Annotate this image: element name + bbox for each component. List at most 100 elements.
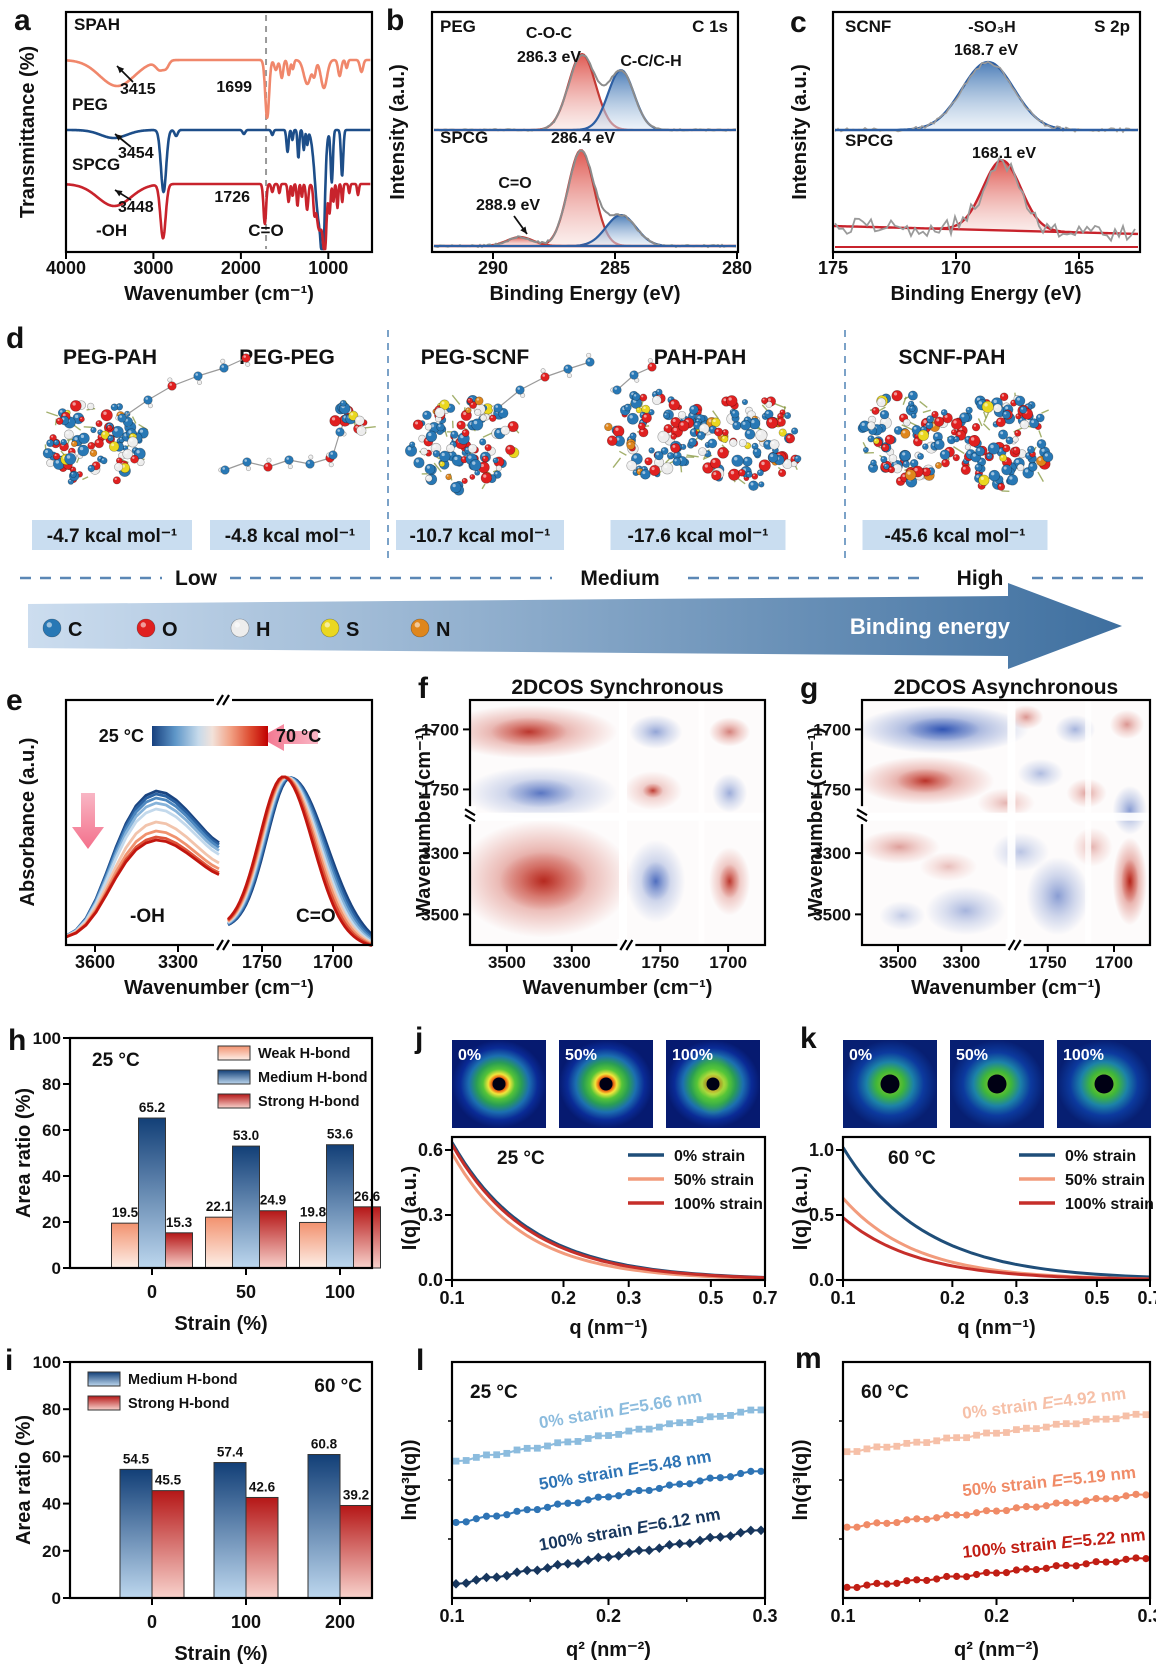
h-bar [299, 1221, 327, 1269]
k-legend-label: 50% strain [1065, 1172, 1145, 1189]
h-ytick: 0 [52, 1259, 61, 1278]
panel-letter-a: a [14, 4, 31, 37]
i-ytick: 40 [42, 1495, 61, 1514]
e-xtick: 1750 [242, 952, 282, 972]
a-series-peg: PEG [72, 95, 108, 114]
i-xlabel: Strain (%) [174, 1643, 267, 1665]
a-peak-1699: 1699 [216, 79, 252, 96]
i-legend-swatch [87, 1371, 121, 1387]
panel-letter-d: d [6, 322, 25, 355]
h-bar-value: 65.2 [139, 1100, 165, 1115]
c-xtick: 170 [941, 258, 971, 278]
k-ytick: 0.5 [809, 1205, 834, 1225]
k-inset-label: 100% [1063, 1047, 1104, 1064]
i-bar [119, 1468, 153, 1599]
b-xtick: 280 [722, 258, 752, 278]
a-peak-3454: 3454 [118, 145, 154, 162]
h-xtick: 0 [147, 1282, 157, 1302]
c-peak-so3h: -SO₃H [968, 19, 1015, 36]
d-energy-value: -45.6 kcal mol⁻¹ [885, 526, 1026, 547]
j-ytick: 0.3 [418, 1205, 443, 1225]
d-model-title: PEG-PAH [63, 346, 157, 369]
e-xtick: 3300 [158, 952, 198, 972]
k-ytick: 0.0 [809, 1270, 834, 1290]
i-temp: 60 °C [314, 1376, 362, 1397]
a-peak-3415: 3415 [120, 81, 156, 98]
f-xtick: 1750 [641, 953, 679, 972]
f-ytick: 3500 [421, 905, 459, 924]
b-sample-top: PEG [440, 17, 476, 36]
d-model-title: SCNF-PAH [899, 346, 1006, 369]
g-xtick: 1700 [1095, 953, 1133, 972]
g-xlabel: Wavenumber (cm⁻¹) [911, 977, 1101, 999]
h-legend-swatch [217, 1069, 251, 1085]
l-line-label: 50% strain E=5.48 nm [538, 1447, 713, 1494]
f-xtick: 1700 [709, 953, 747, 972]
a-band-co: C=O [248, 221, 283, 240]
d-energy-badge [32, 520, 192, 550]
a-xtick: 1000 [308, 258, 348, 278]
l-line-label: 100% strain E=6.12 nm [537, 1505, 721, 1555]
m-temp: 60 °C [861, 1382, 909, 1403]
d-arrow-label: Binding energy [850, 614, 1011, 639]
d-atom-N: N [436, 619, 450, 641]
b-peak-co: C=O [498, 175, 531, 192]
c-peak-bottom-ev: 168.1 eV [972, 145, 1036, 162]
panel-a-ftir: 4000 3000 2000 1000 Wavenumber (cm⁻¹) Transmi… [17, 10, 374, 305]
panel-letter-i: i [5, 1344, 14, 1377]
h-bar [259, 1210, 287, 1269]
panel-letter-g: g [800, 672, 819, 705]
k-xtick: 0.3 [1004, 1288, 1029, 1308]
h-xtick: 100 [325, 1282, 355, 1302]
j-xtick: 0.7 [752, 1288, 777, 1308]
h-legend-label: Strong H-bond [258, 1094, 359, 1110]
a-series-spah: SPAH [74, 15, 120, 34]
f-ytick: 1750 [421, 780, 459, 799]
c-xlabel: Binding Energy (eV) [890, 283, 1081, 305]
i-legend-label: Medium H-bond [128, 1372, 238, 1388]
d-energy-badge [862, 520, 1048, 550]
i-bar-value: 39.2 [343, 1487, 369, 1502]
l-xtick: 0.1 [439, 1606, 464, 1626]
i-bar-value: 45.5 [155, 1473, 182, 1488]
panel-i-bars: 54.5 45.5 57.4 42.6 60.8 39.2 0 20 40 60 80 100 0 100… [13, 1353, 374, 1665]
l-xtick: 0.2 [596, 1606, 621, 1626]
panel-b-xps-c1s: 290 285 280 Binding Energy (eV) Intensity (a… [387, 10, 752, 305]
f-ytick: 1700 [421, 720, 459, 739]
k-xtick: 0.7 [1137, 1288, 1156, 1308]
j-legend-label: 0% strain [674, 1148, 745, 1165]
j-temp: 25 °C [497, 1148, 545, 1169]
h-bar-value: 53.6 [327, 1127, 354, 1142]
m-line-label: 0% strain E=4.92 nm [961, 1384, 1127, 1423]
e-temp-high: 70 °C [276, 726, 321, 746]
h-bar-value: 22.1 [206, 1199, 233, 1214]
i-bar [339, 1504, 373, 1599]
m-line-label: 50% strain E=5.19 nm [961, 1463, 1136, 1500]
panel-j-saxs: 0% 50% 100% 0.1 0.2 0.3 0.5 0.7 0.0 0.3 0.6 q (nm⁻¹… [399, 1040, 778, 1339]
j-legend-label: 100% strain [674, 1196, 763, 1213]
e-xtick: 3600 [75, 952, 115, 972]
h-bar [205, 1216, 233, 1269]
d-energy-value: -17.6 kcal mol⁻¹ [628, 526, 769, 547]
e-xlabel: Wavenumber (cm⁻¹) [124, 977, 314, 999]
d-energy-value: -10.7 kcal mol⁻¹ [410, 526, 551, 547]
j-inset-label: 50% [565, 1047, 597, 1064]
d-level-low: Low [175, 567, 218, 590]
i-bar-value: 42.6 [249, 1479, 276, 1494]
g-ytick: 1750 [813, 780, 851, 799]
a-peak-3448: 3448 [118, 199, 154, 216]
f-ytick: 3300 [421, 844, 459, 863]
d-atom-O: O [162, 619, 178, 641]
k-legend-label: 0% strain [1065, 1148, 1136, 1165]
i-bar [307, 1454, 341, 1599]
h-bar-value: 15.3 [166, 1215, 193, 1230]
h-bar-value: 19.8 [300, 1204, 327, 1219]
b-peak-coc-ev: 286.3 eV [517, 49, 581, 66]
c-xtick: 175 [818, 258, 848, 278]
c-ylabel: Intensity (a.u.) [789, 64, 811, 200]
h-bar-value: 19.5 [112, 1205, 139, 1220]
d-atom-H: H [256, 619, 270, 641]
h-bar-value: 26.6 [354, 1189, 381, 1204]
a-xtick: 2000 [221, 258, 261, 278]
